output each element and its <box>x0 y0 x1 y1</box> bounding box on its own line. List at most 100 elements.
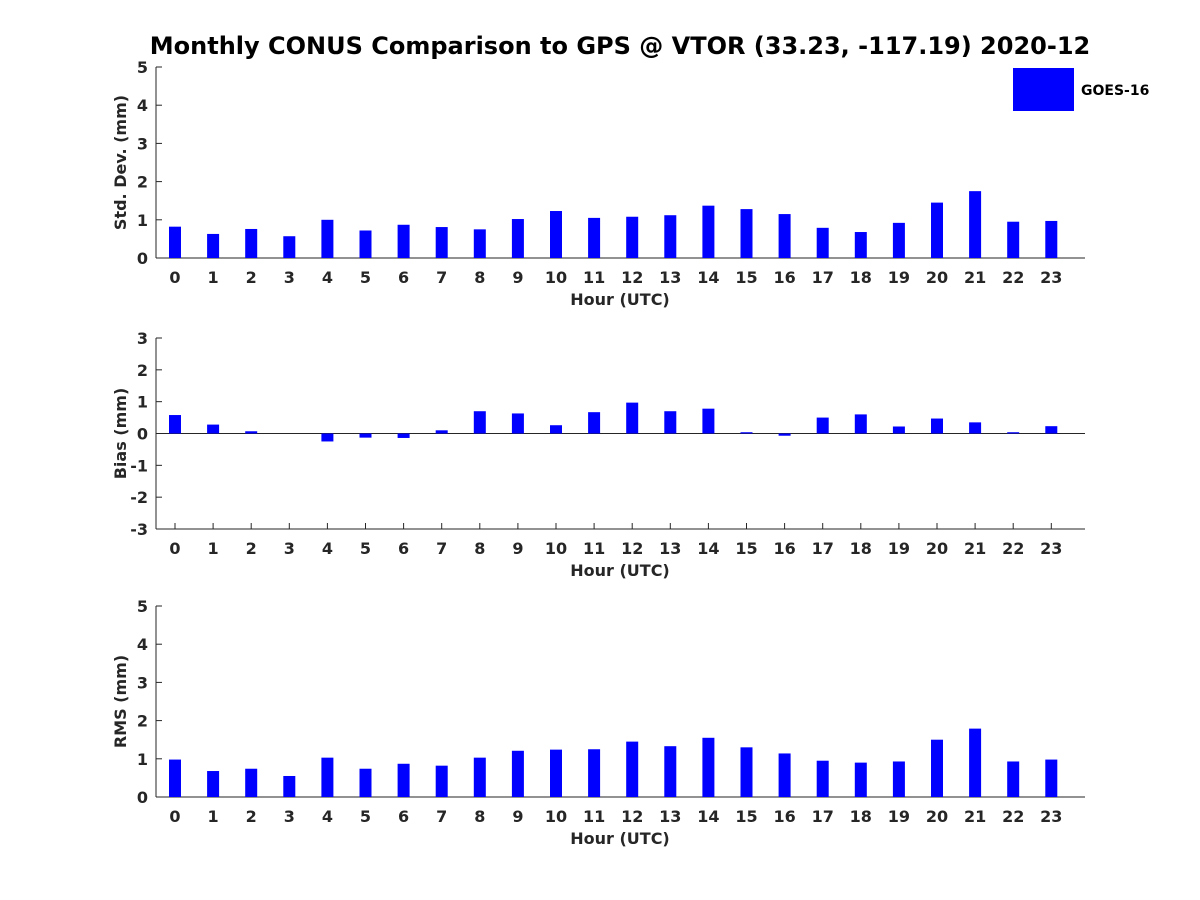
bar-rms-0 <box>169 759 181 797</box>
bar-std-dev-7 <box>435 227 448 258</box>
bar-bias-17 <box>816 417 829 434</box>
bar-bias-16 <box>778 433 791 436</box>
y-tick-label: 4 <box>137 96 148 115</box>
x-tick-label: 19 <box>888 539 910 558</box>
x-tick-label: 15 <box>735 539 757 558</box>
x-tick-label: 7 <box>436 268 447 287</box>
y-tick-label: 0 <box>137 788 148 807</box>
x-tick-label: 21 <box>964 807 986 826</box>
x-tick-label: 0 <box>169 268 180 287</box>
x-tick-label: 13 <box>659 807 681 826</box>
x-tick-label: 15 <box>735 807 757 826</box>
x-tick-label: 3 <box>284 268 295 287</box>
bar-rms-15 <box>740 747 753 797</box>
x-tick-label: 1 <box>208 807 219 826</box>
bar-rms-13 <box>664 746 677 797</box>
x-tick-label: 9 <box>512 539 523 558</box>
bar-rms-5 <box>359 768 372 797</box>
x-tick-label: 23 <box>1040 539 1062 558</box>
y-axis-label: Std. Dev. (mm) <box>111 95 130 230</box>
x-tick-label: 0 <box>169 807 180 826</box>
legend: GOES-16 <box>1013 68 1149 111</box>
bar-rms-14 <box>702 737 715 797</box>
bar-rms-17 <box>816 760 829 797</box>
x-tick-label: 15 <box>735 268 757 287</box>
x-tick-label: 22 <box>1002 807 1024 826</box>
x-axis-label: Hour (UTC) <box>570 290 670 309</box>
x-tick-label: 23 <box>1040 807 1062 826</box>
x-tick-label: 4 <box>322 807 333 826</box>
x-tick-label: 17 <box>812 807 834 826</box>
x-tick-label: 19 <box>888 268 910 287</box>
x-tick-label: 13 <box>659 268 681 287</box>
bar-std-dev-3 <box>283 236 296 258</box>
bar-bias-8 <box>473 411 486 434</box>
bar-bias-23 <box>1045 426 1058 434</box>
bar-std-dev-4 <box>321 219 334 258</box>
bar-std-dev-23 <box>1045 220 1058 258</box>
bar-bias-20 <box>931 418 943 434</box>
x-tick-label: 2 <box>246 268 257 287</box>
bar-std-dev-2 <box>245 228 258 258</box>
bar-std-dev-0 <box>169 226 181 258</box>
bar-rms-7 <box>435 765 448 797</box>
x-tick-label: 14 <box>697 539 719 558</box>
x-tick-label: 8 <box>474 807 485 826</box>
x-tick-label: 5 <box>360 807 371 826</box>
bar-rms-12 <box>626 741 639 797</box>
bar-bias-2 <box>245 431 258 434</box>
bar-rms-3 <box>283 775 296 797</box>
x-tick-label: 4 <box>322 268 333 287</box>
bar-rms-16 <box>778 753 791 797</box>
y-tick-label: 4 <box>137 635 148 654</box>
bar-rms-23 <box>1045 759 1058 797</box>
x-tick-label: 7 <box>436 807 447 826</box>
x-tick-label: 17 <box>812 539 834 558</box>
x-tick-label: 11 <box>583 539 605 558</box>
x-tick-label: 4 <box>322 539 333 558</box>
y-tick-label: 0 <box>137 425 148 444</box>
x-tick-label: 20 <box>926 539 948 558</box>
bar-std-dev-10 <box>550 211 562 258</box>
x-tick-label: 5 <box>360 268 371 287</box>
legend-swatch <box>1013 68 1074 111</box>
bar-rms-18 <box>854 762 867 797</box>
bar-std-dev-20 <box>931 202 943 258</box>
x-tick-label: 12 <box>621 807 643 826</box>
x-tick-label: 2 <box>246 807 257 826</box>
y-tick-label: 1 <box>137 750 148 769</box>
y-tick-label: 2 <box>137 173 148 192</box>
bar-bias-11 <box>588 412 601 434</box>
x-tick-label: 3 <box>284 539 295 558</box>
x-tick-label: 20 <box>926 807 948 826</box>
y-tick-label: 5 <box>137 597 148 616</box>
bar-bias-21 <box>969 422 982 434</box>
x-tick-label: 18 <box>850 539 872 558</box>
bar-std-dev-18 <box>854 232 867 258</box>
bar-rms-2 <box>245 768 258 797</box>
x-tick-label: 14 <box>697 807 719 826</box>
y-tick-label: 2 <box>137 361 148 380</box>
bar-std-dev-8 <box>473 229 486 258</box>
bar-rms-22 <box>1007 761 1020 797</box>
x-tick-label: 10 <box>545 539 567 558</box>
bar-bias-1 <box>207 424 220 434</box>
x-tick-label: 18 <box>850 807 872 826</box>
x-tick-label: 9 <box>512 268 523 287</box>
x-tick-label: 18 <box>850 268 872 287</box>
y-tick-label: 3 <box>137 329 148 348</box>
y-axis-label: Bias (mm) <box>111 388 130 480</box>
bar-rms-4 <box>321 757 334 797</box>
y-tick-label: 0 <box>137 249 148 268</box>
x-tick-label: 11 <box>583 807 605 826</box>
bar-std-dev-13 <box>664 215 677 258</box>
x-tick-label: 13 <box>659 539 681 558</box>
bar-bias-0 <box>169 415 181 434</box>
x-tick-label: 17 <box>812 268 834 287</box>
y-tick-label: 1 <box>137 393 148 412</box>
bar-std-dev-17 <box>816 227 829 258</box>
x-tick-label: 19 <box>888 807 910 826</box>
